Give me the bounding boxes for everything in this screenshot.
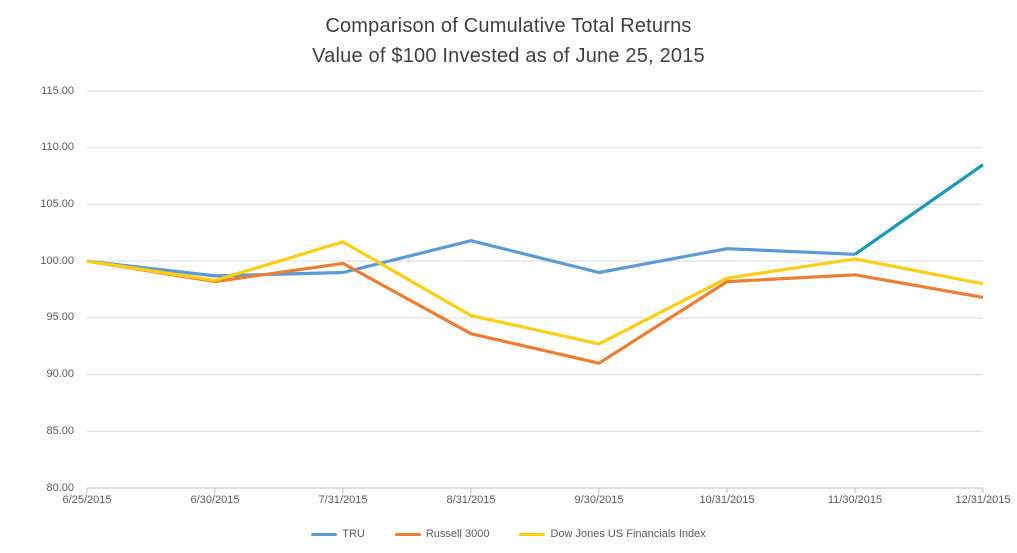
legend-swatch-dow-jones-us-financials-index (519, 532, 546, 536)
legend-label-tru: TRU (342, 528, 365, 540)
x-tick-label: 6/25/2015 (62, 494, 112, 506)
y-tick-label: 95.00 (46, 311, 74, 324)
y-tick-label: 105.00 (40, 197, 74, 210)
legend-label-dow-jones-us-financials-index: Dow Jones US Financials Index (550, 528, 706, 540)
series-line-dow-jones-us-financials-index (86, 240, 984, 346)
y-tick-label: 85.00 (46, 424, 74, 437)
y-tick-label: 80.00 (46, 481, 74, 494)
x-tick-label: 8/31/2015 (446, 494, 496, 506)
legend-item-tru: TRU (311, 528, 365, 540)
y-tick-label: 110.00 (41, 141, 74, 154)
x-tick-label: 7/31/2015 (318, 494, 368, 506)
legend-swatch-russell-3000 (394, 532, 421, 536)
y-tick-label: 90.00 (46, 368, 74, 381)
legend-item-dow-jones-us-financials-index: Dow Jones US Financials Index (519, 528, 706, 540)
x-tick-label: 6/30/2015 (190, 494, 240, 506)
legend: TRU Russell 3000 Dow Jones US Financials I… (0, 526, 1017, 542)
chart-title: Comparison of Cumulative Total Returns V… (0, 11, 1017, 71)
legend-label-russell-3000: Russell 3000 (425, 528, 490, 540)
chart-title-line2: Value of $100 Invested as of June 25, 20… (312, 45, 705, 67)
series-line-tru (86, 239, 856, 278)
x-tick-label: 9/30/2015 (574, 494, 624, 506)
y-tick-label: 100.00 (40, 254, 74, 267)
x-tick-label: 12/31/2015 (955, 494, 1011, 506)
series-line-tru-final-segment (854, 163, 984, 256)
legend-swatch-tru (311, 532, 338, 536)
y-tick-label: 115.00 (41, 84, 74, 97)
x-tick-label: 11/30/2015 (827, 494, 883, 506)
chart-title-line1: Comparison of Cumulative Total Returns (325, 15, 692, 37)
legend-item-russell-3000: Russell 3000 (394, 528, 490, 540)
x-tick-label: 10/31/2015 (699, 494, 755, 506)
series-line-russell-3000 (86, 259, 984, 365)
